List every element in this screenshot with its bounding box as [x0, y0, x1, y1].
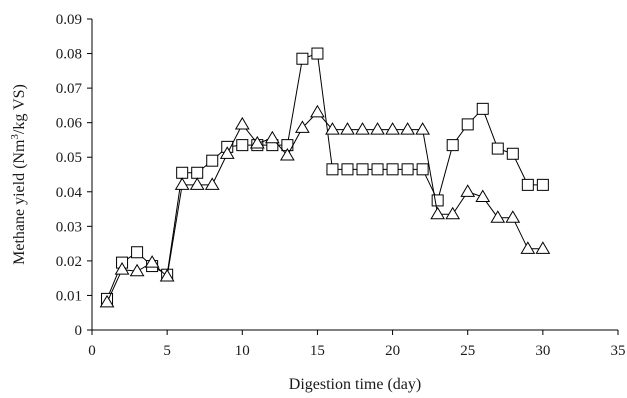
- data-point-square: [536, 178, 549, 191]
- data-point-square: [371, 163, 384, 176]
- data-point-square: [191, 166, 204, 179]
- data-point-square: [311, 47, 324, 60]
- data-point-square: [356, 163, 369, 176]
- data-point-square: [446, 139, 459, 152]
- x-tick-label: 15: [310, 343, 325, 359]
- data-point-triangle: [249, 135, 265, 149]
- x-tick-label: 35: [611, 343, 626, 359]
- data-point-square: [401, 163, 414, 176]
- series-line-square: [106, 52, 543, 300]
- axes: [91, 19, 618, 331]
- data-point-square: [326, 163, 339, 176]
- data-point-triangle: [400, 122, 415, 135]
- x-tick-label: 0: [88, 343, 96, 359]
- data-point-square: [386, 163, 399, 176]
- data-point-square: [461, 118, 474, 131]
- y-tick-label: 0.04: [56, 185, 83, 201]
- y-tick-label: 0.06: [56, 116, 83, 132]
- data-point-triangle: [535, 241, 551, 254]
- x-tick-label: 10: [235, 343, 250, 359]
- x-tick-label: 30: [535, 343, 550, 359]
- y-tick-label: 0.09: [56, 12, 82, 28]
- data-point-square: [236, 139, 249, 152]
- data-point-triangle: [430, 206, 446, 220]
- data-point-square: [491, 142, 504, 155]
- data-point-square: [206, 154, 219, 167]
- y-tick-label: 0: [75, 323, 83, 339]
- y-tick-label: 0.03: [56, 219, 82, 235]
- series-layer: [99, 47, 551, 308]
- data-point-square: [296, 52, 309, 65]
- y-tick-label: 0.01: [56, 288, 82, 304]
- data-point-square: [506, 147, 519, 160]
- data-point-triangle: [129, 263, 145, 277]
- y-axis-title-main: Methane yield (Nm: [11, 139, 28, 265]
- y-axis-title-unit: /kg VS): [11, 84, 28, 134]
- data-point-triangle: [325, 122, 340, 135]
- data-point-triangle: [505, 210, 521, 223]
- data-point-square: [431, 194, 444, 207]
- data-point-square: [341, 163, 354, 176]
- data-point-square: [176, 166, 189, 179]
- data-point-triangle: [234, 116, 250, 130]
- data-point-triangle: [144, 255, 160, 268]
- y-ticks: 0 0.01 0.02 0.03 0.04 0.05 0.06 0.07 0.08 0.09: [56, 12, 92, 339]
- x-ticks: 0 5 10 15 20 25 30 35: [88, 330, 626, 359]
- data-point-triangle: [279, 148, 295, 161]
- x-axis-title: Digestion time (day): [289, 376, 421, 393]
- data-point-square: [476, 102, 489, 115]
- data-point-triangle: [310, 104, 325, 118]
- y-axis-title-superscript: 3: [9, 134, 21, 140]
- y-tick-label: 0.08: [56, 47, 82, 63]
- y-tick-label: 0.02: [56, 254, 82, 270]
- series-triangle: [99, 104, 551, 308]
- x-tick-label: 20: [385, 343, 400, 359]
- x-tick-label: 25: [460, 343, 475, 359]
- data-point-triangle: [204, 177, 220, 190]
- data-point-triangle: [415, 122, 431, 135]
- data-point-triangle: [370, 122, 385, 135]
- data-point-triangle: [174, 177, 190, 190]
- data-point-square: [131, 246, 144, 259]
- data-point-triangle: [264, 130, 280, 144]
- data-point-square: [416, 163, 429, 176]
- data-point-triangle: [99, 294, 115, 308]
- data-point-triangle: [189, 177, 205, 190]
- y-tick-label: 0.05: [56, 150, 82, 166]
- data-point-triangle: [159, 268, 175, 282]
- data-point-square: [521, 178, 534, 191]
- y-tick-label: 0.07: [56, 81, 83, 97]
- data-point-triangle: [475, 189, 491, 203]
- data-point-triangle: [295, 120, 310, 133]
- data-point-triangle: [355, 122, 370, 135]
- data-point-triangle: [385, 122, 400, 135]
- y-axis-title: Methane yield (Nm3/kg VS): [9, 84, 28, 265]
- data-point-triangle: [114, 262, 130, 275]
- data-point-triangle: [219, 146, 235, 159]
- data-point-triangle: [490, 210, 506, 223]
- data-point-triangle: [445, 206, 461, 220]
- data-point-triangle: [520, 241, 536, 254]
- data-point-triangle: [340, 122, 355, 135]
- data-point-triangle: [460, 184, 476, 197]
- x-tick-label: 5: [163, 343, 171, 359]
